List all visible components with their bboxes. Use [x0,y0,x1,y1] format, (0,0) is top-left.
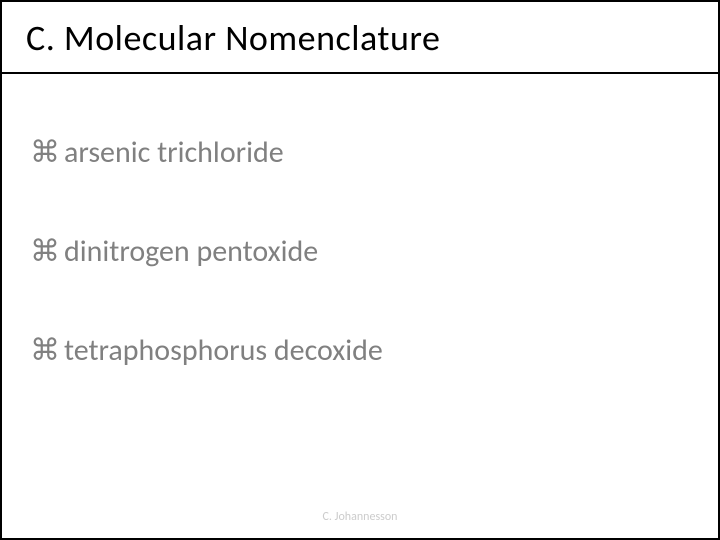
bullet-text: dinitrogen pentoxide [64,233,318,270]
slide-container: C. Molecular Nomenclature ⌘ arsenic tric… [0,0,720,540]
bullet-text: tetraphosphorus decoxide [64,332,383,369]
slide-title: C. Molecular Nomenclature [2,2,718,74]
bullet-icon: ⌘ [30,237,60,267]
footer-credit: C. Johannesson [2,510,718,524]
bullet-text: arsenic trichloride [64,134,284,171]
bullet-item: ⌘ tetraphosphorus decoxide [30,332,718,369]
bullet-item: ⌘ arsenic trichloride [30,134,718,171]
bullet-icon: ⌘ [30,138,60,168]
slide-content: ⌘ arsenic trichloride ⌘ dinitrogen pento… [2,74,718,369]
bullet-item: ⌘ dinitrogen pentoxide [30,233,718,270]
bullet-icon: ⌘ [30,336,60,366]
